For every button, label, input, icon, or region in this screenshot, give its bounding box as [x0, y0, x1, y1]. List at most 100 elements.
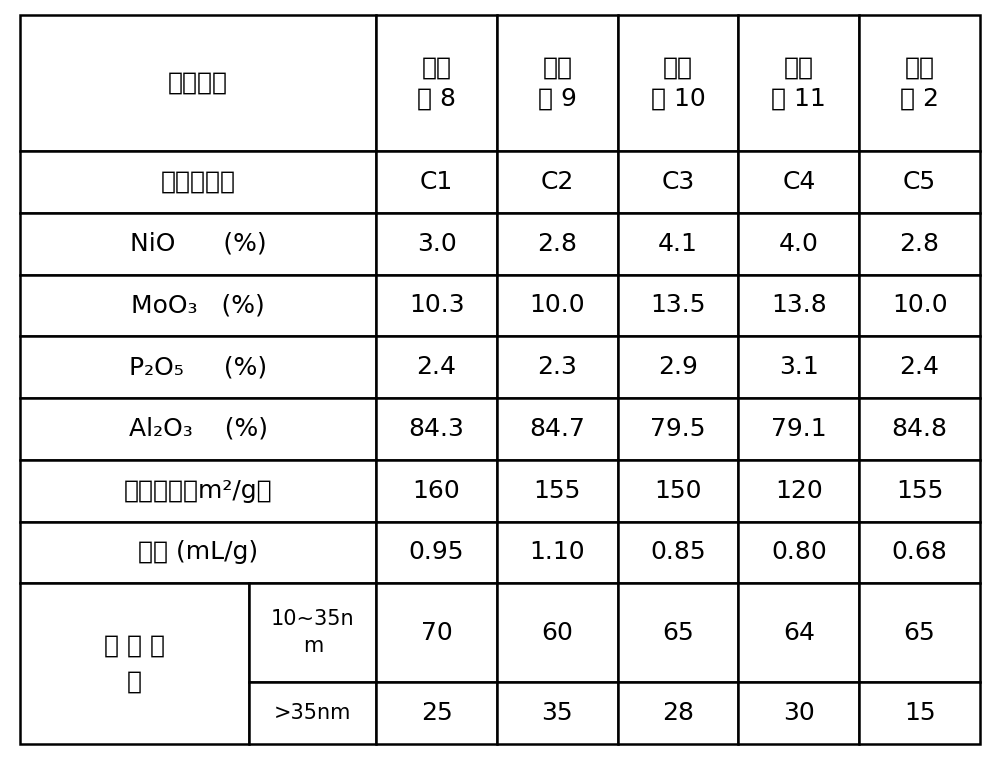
Bar — [738, 682, 859, 744]
Bar — [497, 682, 618, 744]
Bar — [618, 521, 738, 583]
Bar — [859, 151, 980, 213]
Bar — [738, 275, 859, 336]
Bar — [497, 521, 618, 583]
Bar — [618, 336, 738, 398]
Bar — [859, 336, 980, 398]
Text: 4.0: 4.0 — [779, 231, 819, 256]
Text: 13.5: 13.5 — [650, 294, 706, 317]
Bar — [859, 682, 980, 744]
Text: 60: 60 — [541, 621, 573, 644]
Bar — [20, 151, 376, 213]
Text: 对比
例 2: 对比 例 2 — [900, 55, 939, 111]
Text: C1: C1 — [420, 170, 453, 194]
Bar — [618, 460, 738, 521]
Text: 实施
例 11: 实施 例 11 — [771, 55, 826, 111]
Text: NiO      (%): NiO (%) — [130, 231, 266, 256]
Text: C3: C3 — [661, 170, 695, 194]
Text: 2.8: 2.8 — [900, 231, 940, 256]
Bar — [618, 151, 738, 213]
Text: 84.3: 84.3 — [409, 417, 465, 441]
Text: 实施
例 10: 实施 例 10 — [651, 55, 705, 111]
Bar — [376, 398, 497, 460]
Bar — [497, 15, 618, 151]
Text: 10.3: 10.3 — [409, 294, 464, 317]
Text: 120: 120 — [775, 479, 823, 502]
Text: MoO₃   (%): MoO₃ (%) — [131, 294, 265, 317]
Bar — [20, 521, 376, 583]
Text: 155: 155 — [896, 479, 943, 502]
Text: 0.95: 0.95 — [409, 540, 464, 565]
Bar — [738, 521, 859, 583]
Text: 25: 25 — [421, 701, 452, 725]
Text: 实施
例 8: 实施 例 8 — [417, 55, 456, 111]
Bar — [20, 15, 376, 151]
Text: Al₂O₃    (%): Al₂O₃ (%) — [129, 417, 268, 441]
Bar — [618, 398, 738, 460]
Bar — [497, 460, 618, 521]
Bar — [376, 583, 497, 682]
Text: 4.1: 4.1 — [658, 231, 698, 256]
Text: 30: 30 — [783, 701, 815, 725]
Bar — [738, 398, 859, 460]
Text: C5: C5 — [903, 170, 936, 194]
Bar — [497, 336, 618, 398]
Bar — [618, 682, 738, 744]
Bar — [859, 398, 980, 460]
Text: 催化剂编号: 催化剂编号 — [161, 170, 236, 194]
Text: 2.3: 2.3 — [537, 355, 577, 380]
Bar — [497, 151, 618, 213]
Text: 孔 径 分
布: 孔 径 分 布 — [104, 634, 165, 693]
Text: 1.10: 1.10 — [530, 540, 585, 565]
Bar — [738, 460, 859, 521]
Text: 150: 150 — [654, 479, 702, 502]
Bar — [859, 460, 980, 521]
Bar — [20, 398, 376, 460]
Text: 实例编号: 实例编号 — [168, 71, 228, 95]
Bar — [859, 213, 980, 275]
Bar — [376, 460, 497, 521]
Bar — [859, 583, 980, 682]
Bar — [618, 213, 738, 275]
Text: >35nm: >35nm — [274, 703, 352, 723]
Text: 10~35n
m: 10~35n m — [271, 609, 355, 656]
Text: 孔容 (mL/g): 孔容 (mL/g) — [138, 540, 258, 565]
Bar — [738, 213, 859, 275]
Bar — [376, 213, 497, 275]
Text: 3.0: 3.0 — [417, 231, 456, 256]
Text: 64: 64 — [783, 621, 815, 644]
Text: 实施
例 9: 实施 例 9 — [538, 55, 577, 111]
Bar — [376, 682, 497, 744]
Text: 0.85: 0.85 — [650, 540, 706, 565]
Text: 79.1: 79.1 — [771, 417, 827, 441]
Text: 70: 70 — [421, 621, 452, 644]
Bar — [618, 583, 738, 682]
Text: 65: 65 — [904, 621, 935, 644]
Bar — [249, 583, 376, 682]
Bar — [859, 275, 980, 336]
Bar — [376, 521, 497, 583]
Text: 65: 65 — [662, 621, 694, 644]
Bar — [20, 275, 376, 336]
Bar — [859, 15, 980, 151]
Bar — [738, 151, 859, 213]
Text: 155: 155 — [534, 479, 581, 502]
Text: 28: 28 — [662, 701, 694, 725]
Text: 15: 15 — [904, 701, 935, 725]
Bar — [497, 275, 618, 336]
Text: 2.4: 2.4 — [900, 355, 940, 380]
Bar — [618, 15, 738, 151]
Bar — [20, 213, 376, 275]
Bar — [497, 398, 618, 460]
Bar — [249, 682, 376, 744]
Text: 35: 35 — [542, 701, 573, 725]
Text: 比表面积（m²/g）: 比表面积（m²/g） — [124, 479, 272, 502]
Bar — [859, 521, 980, 583]
Bar — [376, 151, 497, 213]
Text: 84.8: 84.8 — [892, 417, 948, 441]
Bar — [20, 583, 249, 744]
Text: 10.0: 10.0 — [530, 294, 585, 317]
Text: C4: C4 — [782, 170, 816, 194]
Bar — [738, 336, 859, 398]
Text: 13.8: 13.8 — [771, 294, 827, 317]
